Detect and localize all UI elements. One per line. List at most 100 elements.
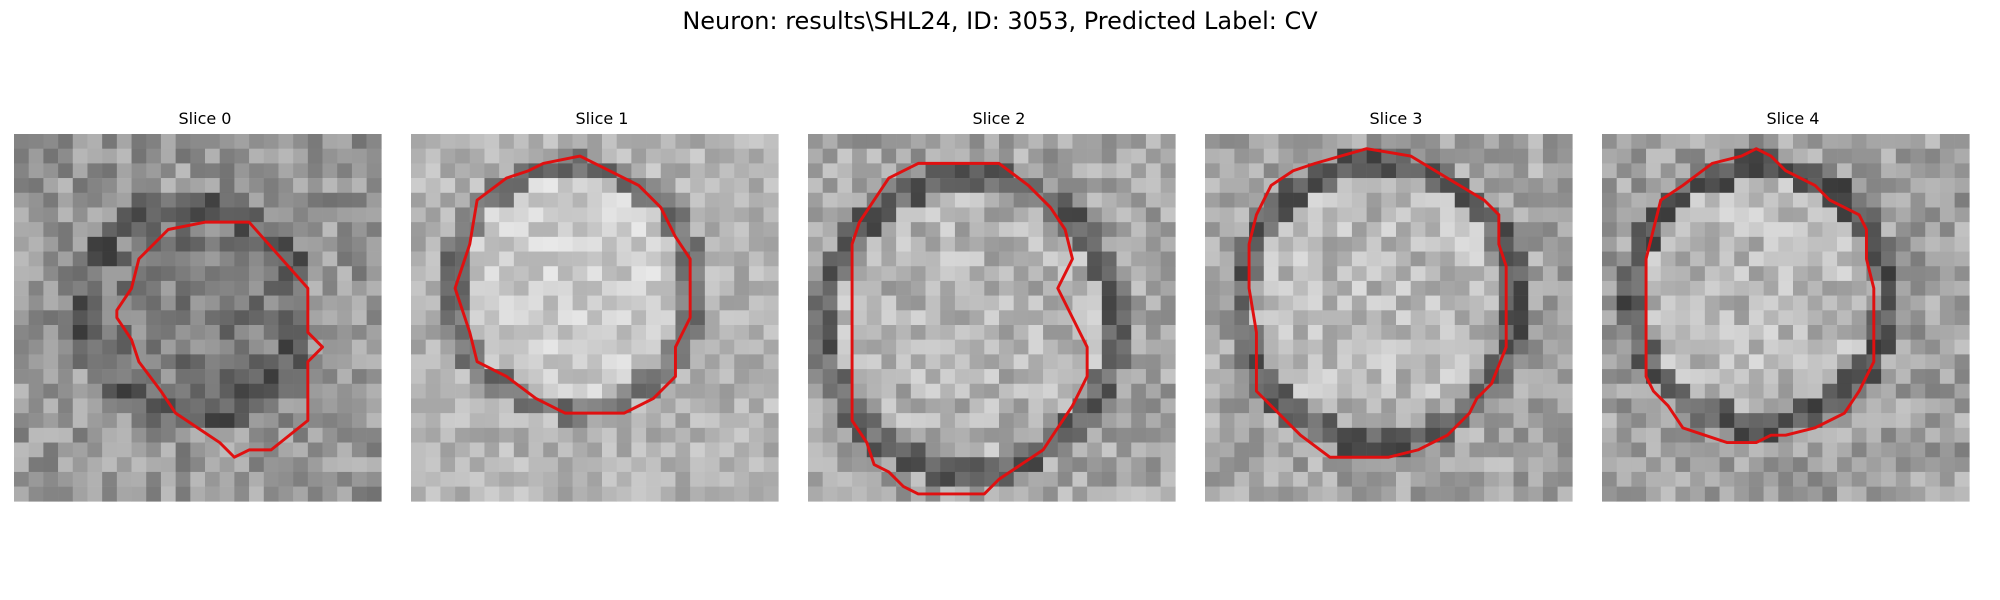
pixel bbox=[426, 193, 441, 208]
pixel bbox=[293, 163, 308, 178]
pixel bbox=[911, 222, 926, 237]
pixel bbox=[1205, 487, 1220, 502]
pixel bbox=[999, 369, 1014, 384]
pixel bbox=[999, 310, 1014, 325]
pixel bbox=[426, 207, 441, 222]
pixel bbox=[205, 340, 220, 355]
pixel bbox=[1558, 281, 1573, 296]
pixel bbox=[881, 413, 896, 428]
pixel bbox=[1778, 398, 1793, 413]
pixel bbox=[161, 428, 176, 443]
pixel bbox=[1205, 237, 1220, 252]
pixel bbox=[573, 487, 588, 502]
pixel bbox=[1881, 281, 1896, 296]
pixel bbox=[852, 369, 867, 384]
pixel bbox=[484, 443, 499, 458]
pixel bbox=[749, 193, 764, 208]
pixel bbox=[514, 178, 529, 193]
pixel bbox=[190, 369, 205, 384]
pixel bbox=[1940, 384, 1955, 399]
pixel bbox=[249, 149, 264, 164]
pixel bbox=[58, 149, 73, 164]
pixel bbox=[58, 340, 73, 355]
pixel bbox=[1690, 193, 1705, 208]
pixel bbox=[1396, 369, 1411, 384]
pixel bbox=[1293, 134, 1308, 149]
pixel bbox=[293, 207, 308, 222]
pixel bbox=[1602, 457, 1617, 472]
pixel bbox=[955, 428, 970, 443]
pixel bbox=[1131, 398, 1146, 413]
pixel bbox=[323, 472, 338, 487]
pixel bbox=[1852, 487, 1867, 502]
pixel bbox=[720, 266, 735, 281]
pixel bbox=[1102, 222, 1117, 237]
panel-title-slice-2: Slice 2 bbox=[808, 108, 1190, 130]
pixel bbox=[1528, 413, 1543, 428]
pixel bbox=[1220, 281, 1235, 296]
pixel bbox=[1146, 149, 1161, 164]
pixel bbox=[573, 369, 588, 384]
pixel bbox=[1675, 193, 1690, 208]
pixel bbox=[1720, 281, 1735, 296]
pixel bbox=[646, 207, 661, 222]
pixel bbox=[73, 207, 88, 222]
pixel bbox=[808, 325, 823, 340]
pixel bbox=[1367, 443, 1382, 458]
pixel bbox=[749, 310, 764, 325]
pixel bbox=[426, 310, 441, 325]
pixel bbox=[1896, 266, 1911, 281]
pixel bbox=[837, 222, 852, 237]
pixel bbox=[940, 310, 955, 325]
pixel bbox=[955, 472, 970, 487]
pixel bbox=[602, 310, 617, 325]
pixel bbox=[529, 149, 544, 164]
pixel bbox=[749, 413, 764, 428]
pixel bbox=[720, 222, 735, 237]
pixel bbox=[1720, 252, 1735, 267]
pixel bbox=[426, 252, 441, 267]
pixel bbox=[734, 222, 749, 237]
pixel bbox=[631, 163, 646, 178]
pixel bbox=[543, 252, 558, 267]
pixel bbox=[1955, 443, 1970, 458]
pixel bbox=[881, 222, 896, 237]
pixel bbox=[675, 207, 690, 222]
pixel bbox=[1308, 252, 1323, 267]
pixel bbox=[617, 296, 632, 311]
pixel bbox=[249, 163, 264, 178]
pixel bbox=[470, 487, 485, 502]
pixel bbox=[1337, 325, 1352, 340]
pixel bbox=[940, 340, 955, 355]
pixel bbox=[308, 266, 323, 281]
pixel bbox=[911, 325, 926, 340]
pixel bbox=[1381, 310, 1396, 325]
pixel bbox=[367, 281, 382, 296]
pixel bbox=[1131, 487, 1146, 502]
pixel bbox=[1058, 369, 1073, 384]
pixel bbox=[87, 281, 102, 296]
pixel bbox=[1455, 207, 1470, 222]
pixel bbox=[1646, 325, 1661, 340]
pixel bbox=[1117, 340, 1132, 355]
pixel bbox=[808, 340, 823, 355]
pixel bbox=[514, 149, 529, 164]
pixel bbox=[1955, 428, 1970, 443]
pixel bbox=[176, 487, 191, 502]
pixel bbox=[970, 325, 985, 340]
pixel bbox=[1896, 296, 1911, 311]
pixel bbox=[926, 296, 941, 311]
pixel bbox=[1264, 237, 1279, 252]
pixel bbox=[1131, 222, 1146, 237]
pixel bbox=[1087, 398, 1102, 413]
pixel bbox=[617, 266, 632, 281]
pixel bbox=[1896, 193, 1911, 208]
pixel bbox=[1734, 472, 1749, 487]
pixel bbox=[587, 296, 602, 311]
panel-title-slice-4: Slice 4 bbox=[1602, 108, 1984, 130]
pixel bbox=[573, 325, 588, 340]
pixel bbox=[1661, 457, 1676, 472]
pixel bbox=[43, 398, 58, 413]
pixel bbox=[73, 457, 88, 472]
pixel bbox=[1675, 163, 1690, 178]
